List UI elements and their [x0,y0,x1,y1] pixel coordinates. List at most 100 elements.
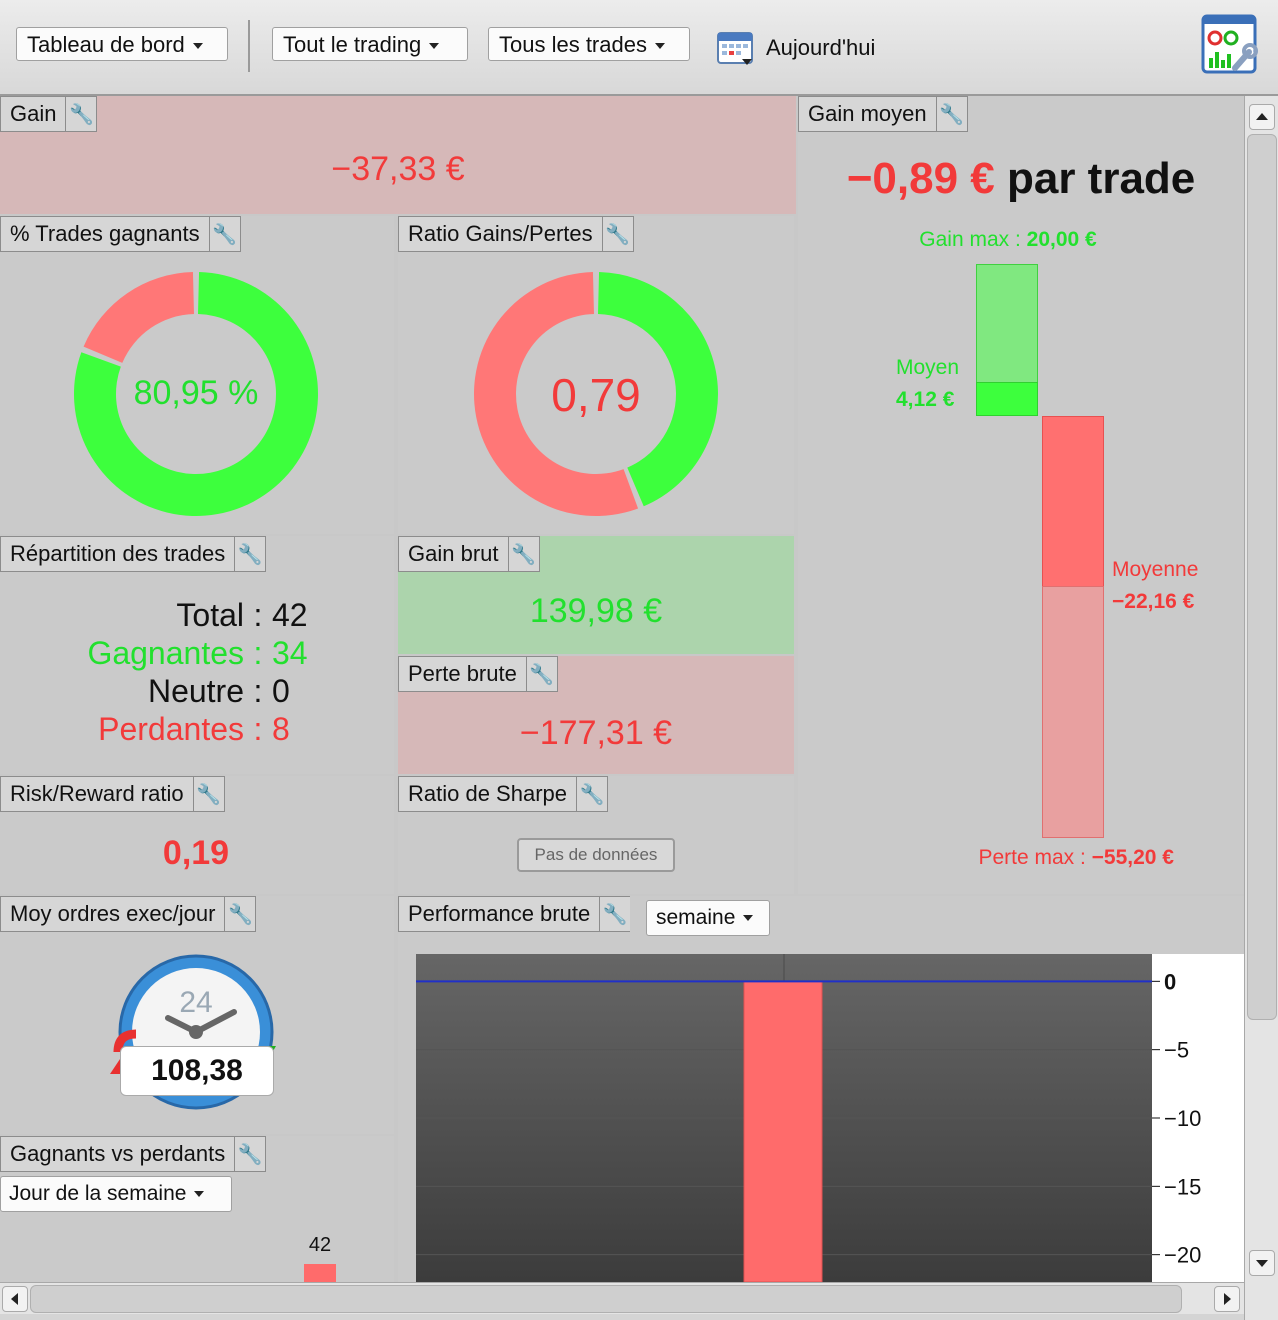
moyen-label: Moyen [896,356,960,379]
sharpe-panel: Ratio de Sharpe 🔧 Pas de données [398,776,794,894]
loss-max-bar [1042,586,1104,838]
gain-max-bar [976,264,1038,384]
wl-bar-label: 42 [308,1234,332,1256]
win-pct-title: % Trades gagnants 🔧 [0,216,241,252]
sharpe-title: Ratio de Sharpe 🔧 [398,776,608,812]
wrench-icon[interactable]: 🔧 [224,897,255,931]
perte-brute-panel: Perte brute 🔧 −177,31 € [398,656,794,774]
scroll-corner [1244,1282,1278,1320]
win-pct-value: 80,95 % [133,374,259,412]
winners-losers-title: Gagnants vs perdants 🔧 [0,1136,267,1172]
chevron-down-icon [192,43,203,50]
risk-reward-panel: Risk/Reward ratio 🔧 0,19 [0,776,394,894]
gain-panel: Gain 🔧 −37,33 € [0,96,796,214]
orders-value: 108,38 [120,1046,274,1096]
ratio-arc-green [597,272,718,507]
gain-max-label: Gain max : 20,00 € [919,228,1097,251]
toolbar-separator [248,20,250,72]
date-selector[interactable]: Aujourd'hui [716,28,875,68]
arrow-left-icon [11,1293,18,1305]
neutre-row: Neutre:0 [147,673,290,709]
ratio-gp-title: Ratio Gains/Pertes 🔧 [398,216,634,252]
orders-panel: Moy ordres exec/jour 🔧 24 108,38 [0,896,394,1134]
scroll-down-button[interactable] [1249,1250,1275,1276]
weekday-dropdown[interactable]: Jour de la semaine [0,1176,232,1212]
scroll-right-button[interactable] [1214,1286,1240,1312]
repartition-title: Répartition des trades 🔧 [0,536,267,572]
y-tick-label: −20 [1164,1243,1201,1268]
scroll-thumb[interactable] [1247,134,1277,1020]
wrench-icon[interactable]: 🔧 [507,537,539,571]
gain-title: Gain 🔧 [0,96,98,132]
wrench-icon[interactable]: 🔧 [525,657,557,691]
wrench-icon[interactable]: 🔧 [234,537,265,571]
orders-title: Moy ordres exec/jour 🔧 [0,896,257,932]
wrench-icon[interactable]: 🔧 [65,97,96,131]
wrench-icon[interactable]: 🔧 [192,777,224,811]
calendar-icon [717,32,753,65]
chevron-down-icon [654,43,665,50]
repartition-panel: Répartition des trades 🔧 Total:42 Gagnant… [0,536,394,774]
trades-dropdown[interactable]: Tous les trades [488,27,690,61]
arrow-up-icon [1256,113,1268,120]
scroll-left-button[interactable] [2,1286,28,1312]
y-tick-label: −15 [1164,1174,1201,1199]
gain-brut-title: Gain brut 🔧 [398,536,540,572]
win-pct-panel: % Trades gagnants 🔧 80,95 % [0,216,394,534]
win-pct-donut [74,272,318,516]
ratio-gp-panel: Ratio Gains/Pertes 🔧 0,79 [398,216,794,534]
y-ticks: 0 −5 −10 −15 −20 [1152,969,1201,1268]
y-axis-area [1152,954,1244,1282]
toolbar: Tableau de bord Tout le trading Tous les… [0,0,1278,96]
gain-brut-value: 139,98 € [529,592,663,630]
moyen-value: 4,12 € [896,388,955,411]
chevron-down-icon [429,43,440,50]
moyenne-label: Moyenne [1112,558,1199,581]
horizontal-scrollbar[interactable] [0,1282,1244,1315]
wrench-icon[interactable]: 🔧 [599,897,630,931]
perdantes-row: Perdantes:8 [98,711,290,747]
gagnantes-row: Gagnantes:34 [87,635,308,671]
ratio-arc-red [474,272,639,516]
trading-dropdown[interactable]: Tout le trading [272,27,468,61]
avg-gain-panel: Gain moyen 🔧 −0,89 € par trade Gain max :… [798,96,1244,894]
win-arc-green [74,272,318,516]
perte-brute-value: −177,31 € [519,714,673,752]
dashboard-settings-button[interactable] [1201,14,1259,74]
risk-reward-value: 0,19 [162,834,230,872]
y-tick-label: 0 [1164,969,1176,994]
window-bottom [0,1314,1244,1320]
total-row: Total:42 [176,597,308,633]
avg-gain-title: Gain moyen 🔧 [798,96,968,132]
perte-max-label: Perte max : −55,20 € [978,846,1174,869]
vertical-scrollbar[interactable] [1244,96,1278,1282]
moyenne-value: −22,16 € [1112,590,1195,613]
gain-value: −37,33 € [331,150,465,188]
y-tick-label: −10 [1164,1106,1201,1131]
h-scroll-thumb[interactable] [30,1285,1182,1313]
wrench-icon[interactable]: 🔧 [601,217,633,251]
wrench-icon[interactable]: 🔧 [576,777,607,811]
wrench-icon[interactable]: 🔧 [935,97,967,131]
performance-chart: 0 −5 −10 −15 −20 [416,954,1244,1282]
gain-avg-bar [976,382,1038,416]
win-arc-red [83,272,195,363]
winners-losers-panel: Gagnants vs perdants 🔧 Jour de la semaine… [0,1136,394,1282]
gain-brut-panel: Gain brut 🔧 139,98 € [398,536,794,654]
arrow-down-icon [1256,1260,1268,1267]
y-tick-label: −5 [1164,1038,1189,1063]
risk-reward-title: Risk/Reward ratio 🔧 [0,776,225,812]
dashboard-dropdown[interactable]: Tableau de bord [16,27,228,61]
dashboard-config-icon [1201,14,1258,74]
performance-panel: Performance brute 🔧 semaine 0 −5 −10 −15 −20 [398,896,1244,1282]
period-dropdown[interactable]: semaine [646,900,770,936]
loss-avg-bar [1042,416,1104,588]
wrench-icon[interactable]: 🔧 [234,1137,265,1171]
chevron-down-icon [743,915,754,922]
wrench-icon[interactable]: 🔧 [208,217,240,251]
perte-brute-title: Perte brute 🔧 [398,656,558,692]
no-data-button[interactable]: Pas de données [517,838,675,872]
scroll-up-button[interactable] [1249,104,1275,130]
ratio-gp-donut [474,272,718,516]
repartition-list: Total:42 Gagnantes:34 Neutre:0 Perdantes… [0,596,394,748]
